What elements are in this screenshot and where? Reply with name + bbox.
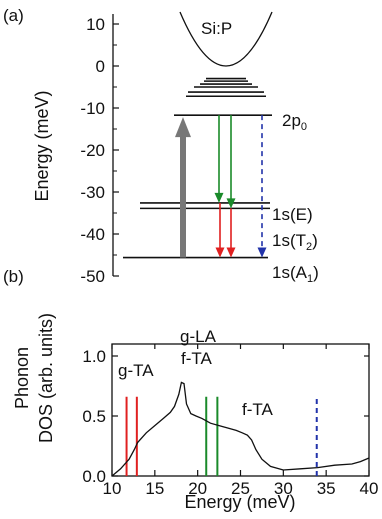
svg-text:2p0: 2p0 [282, 111, 307, 133]
annotation-f-TA-upper: f-TA [181, 349, 213, 368]
donor-levels [123, 114, 272, 259]
dos-axis-ticks: 10 15 20 25 30 35 40 0.0 0.5 1.0 [82, 344, 378, 498]
energy-axis-label: Energy (meV) [32, 90, 52, 201]
dos-y-tick-label: 0.5 [82, 407, 106, 426]
transition-arrow-head [214, 192, 224, 203]
svg-text:1s(E): 1s(E) [272, 205, 313, 224]
energy-tick-label: -50 [80, 267, 105, 286]
energy-level-panel: 10 0 -10 -20 -30 -40 -50 Energy (meV) Si:P 2p0… [32, 11, 319, 286]
svg-text:1s(T2): 1s(T2) [272, 231, 318, 253]
dos-x-tick-label: 30 [274, 479, 293, 498]
phonon-dos-panel: 10 15 20 25 30 35 40 0.0 0.5 1.0 Phonon DOS (arb.… [12, 313, 378, 512]
dos-x-tick-label: 15 [145, 479, 164, 498]
dos-y-tick-label: 0.0 [82, 467, 106, 486]
conduction-band-curve [179, 11, 273, 67]
dos-x-tick-label: 10 [103, 479, 122, 498]
energy-tick-label: 0 [96, 57, 105, 76]
dos-x-tick-label: 40 [360, 479, 379, 498]
energy-tick-label: -40 [80, 225, 105, 244]
annotation-g-TA: g-TA [118, 361, 154, 380]
level-2p0-label: 2p0 [282, 111, 307, 133]
dos-x-tick-label: 35 [317, 479, 336, 498]
band-label: Si:P [201, 19, 232, 38]
dos-x-tick-label: 25 [231, 479, 250, 498]
excited-level-stack [186, 77, 266, 98]
annotation-f-TA-lower: f-TA [242, 400, 274, 419]
energy-tick-label: -30 [80, 183, 105, 202]
transition-arrows [175, 115, 267, 258]
transition-arrow-head [215, 247, 225, 258]
transition-energy-markers [125, 396, 318, 476]
dos-ylabel-line2: DOS (arb. units) [36, 313, 56, 443]
transition-arrow-head [226, 247, 236, 258]
dos-ylabel-line1: Phonon [12, 347, 32, 409]
panel-label-a: (a) [3, 6, 24, 25]
dos-xlabel: Energy (meV) [184, 492, 295, 512]
level-1sT2-label: 1s(T2) [272, 231, 318, 253]
transition-arrow-head [226, 198, 236, 209]
dos-x-tick-label: 20 [188, 479, 207, 498]
phonon-dos-curve [111, 381, 370, 477]
level-1sA1-label: 1s(A1) [272, 263, 319, 285]
annotation-g-LA: g-LA [180, 327, 217, 346]
energy-tick-label: -20 [80, 141, 105, 160]
energy-tick-label: 10 [86, 15, 105, 34]
level-1sE-label: 1s(E) [272, 205, 313, 224]
transition-arrow-head [257, 247, 267, 258]
panel-label-b: (b) [3, 267, 24, 286]
dos-y-tick-label: 1.0 [82, 347, 106, 366]
pump-arrow-head [175, 117, 191, 138]
svg-text:1s(A1): 1s(A1) [272, 263, 319, 285]
energy-tick-label: -10 [80, 99, 105, 118]
energy-axis-ticks: 10 0 -10 -20 -30 -40 -50 [80, 15, 119, 286]
